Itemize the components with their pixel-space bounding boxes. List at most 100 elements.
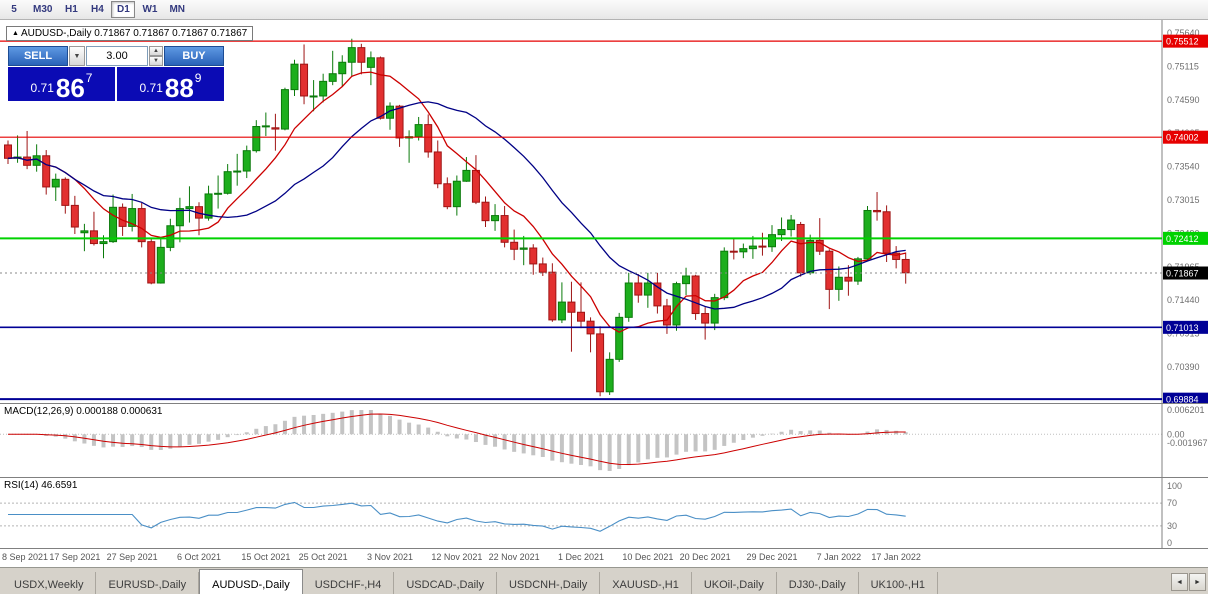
svg-text:0.75640: 0.75640 (1167, 28, 1200, 38)
timeframe-button-w1[interactable]: W1 (137, 1, 162, 18)
chart-tab-dj30-daily[interactable]: DJ30-,Daily (777, 572, 859, 594)
sell-price-prefix: 0.71 (30, 81, 54, 95)
sell-button[interactable]: SELL (8, 46, 68, 66)
svg-text:0.73015: 0.73015 (1167, 195, 1200, 205)
timeframe-button-m30[interactable]: M30 (28, 1, 57, 18)
chart-tab-audusd-daily[interactable]: AUDUSD-,Daily (199, 569, 303, 594)
svg-text:0.69884: 0.69884 (1166, 395, 1199, 403)
svg-text:0.75512: 0.75512 (1166, 37, 1199, 47)
timeframe-toolbar: 5 M30 H1 H4 D1 W1 MN (0, 0, 1208, 20)
svg-text:0.71867: 0.71867 (1166, 269, 1199, 279)
chart-tab-usdchf-h4[interactable]: USDCHF-,H4 (303, 572, 395, 594)
date-label: 7 Jan 2022 (816, 552, 862, 562)
svg-text:0.74590: 0.74590 (1167, 95, 1200, 105)
svg-text:0.71440: 0.71440 (1167, 295, 1200, 305)
sell-price-button[interactable]: 0.71 86 7 (8, 67, 115, 101)
date-label: 10 Dec 2021 (622, 552, 674, 562)
price-axis-ticks: 0.756400.751150.745900.740650.735400.730… (1167, 28, 1200, 403)
rsi-line (8, 501, 906, 532)
date-label: 15 Oct 2021 (241, 552, 291, 562)
tab-scroll-right-button[interactable]: ► (1189, 573, 1206, 591)
tab-scroll-left-button[interactable]: ◄ (1171, 573, 1188, 591)
date-label: 17 Jan 2022 (871, 552, 921, 562)
chart-tab-uk100-h1[interactable]: UK100-,H1 (859, 572, 939, 594)
time-axis[interactable]: 8 Sep 2021 17 Sep 2021 27 Sep 2021 6 Oct 20… (0, 549, 1208, 567)
moving-average-20 (7, 101, 906, 310)
price-badge (1163, 320, 1208, 334)
price-badge (1163, 231, 1208, 245)
lot-spinner: ▲ ▼ (149, 46, 163, 66)
rsi-indicator-panel: 100 70 30 0 RSI(14) 46.6591 (0, 478, 1208, 549)
chart-marker-icon: ▲ (12, 30, 19, 37)
chart-tab-usdcad-daily[interactable]: USDCAD-,Daily (394, 572, 497, 594)
svg-text:100: 100 (1167, 481, 1182, 491)
spin-up-icon: ▲ (153, 48, 159, 54)
svg-text:0: 0 (1167, 538, 1172, 548)
price-badge (1163, 34, 1208, 48)
svg-text:-0.001967: -0.001967 (1167, 438, 1208, 448)
date-label: 27 Sep 2021 (106, 552, 158, 562)
macd-label: MACD(12,26,9) 0.000188 0.000631 (4, 406, 163, 417)
date-label: 1 Dec 2021 (557, 552, 605, 562)
svg-text:0.71013: 0.71013 (1166, 323, 1199, 333)
chart-title-text: AUDUSD-,Daily 0.71867 0.71867 0.71867 0.… (20, 28, 248, 39)
buy-price-prefix: 0.71 (139, 81, 163, 95)
timeframe-button-mn[interactable]: MN (164, 1, 190, 18)
buy-button[interactable]: BUY (164, 46, 224, 66)
chart-tab-ukoil-daily[interactable]: UKOil-,Daily (692, 572, 777, 594)
date-label: 22 Nov 2021 (488, 552, 540, 562)
date-label: 20 Dec 2021 (679, 552, 731, 562)
arrow-left-icon: ◄ (1176, 578, 1183, 586)
svg-text:0.72412: 0.72412 (1166, 234, 1199, 244)
sell-price-big-digits: 86 (55, 73, 85, 103)
timeframe-button-d1[interactable]: D1 (111, 1, 136, 18)
macd-chart[interactable]: 0.006201 0.00-0.001967 (0, 404, 1208, 477)
svg-text:0.006201: 0.006201 (1167, 405, 1205, 415)
svg-text:70: 70 (1167, 498, 1177, 508)
price-badge (1163, 130, 1208, 144)
lot-dropdown-button[interactable]: ▼ (69, 46, 85, 66)
lot-increase-button[interactable]: ▲ (149, 46, 163, 56)
price-badge (1163, 266, 1208, 280)
timeframe-button-h1[interactable]: H1 (59, 1, 83, 18)
svg-text:0.74002: 0.74002 (1166, 133, 1199, 143)
macd-indicator-panel: 0.006201 0.00 -0.001967 MACD(12,26,9) 0.00… (0, 404, 1208, 478)
timeframe-button-h4[interactable]: H4 (85, 1, 109, 18)
svg-text:0.73540: 0.73540 (1167, 162, 1200, 172)
date-label: 12 Nov 2021 (431, 552, 483, 562)
main-chart[interactable]: 0.756400.751150.745900.740650.735400.730… (0, 20, 1208, 403)
lot-decrease-button[interactable]: ▼ (149, 56, 163, 66)
chart-tab-bar: USDX,Weekly EURUSD-,Daily AUDUSD-,Daily USD… (0, 567, 1208, 594)
date-label: 8 Sep 2021 (2, 552, 49, 562)
date-label: 29 Dec 2021 (746, 552, 798, 562)
price-badge (1163, 392, 1208, 403)
moving-average-8 (7, 71, 906, 333)
chart-tab-usdx-weekly[interactable]: USDX,Weekly (2, 572, 97, 594)
svg-text:30: 30 (1167, 521, 1177, 531)
svg-text:0.70390: 0.70390 (1167, 362, 1200, 372)
date-label: 17 Sep 2021 (49, 552, 101, 562)
date-label: 3 Nov 2021 (366, 552, 414, 562)
rsi-chart[interactable]: 100 70 30 0 (0, 478, 1208, 548)
macd-histogram (15, 410, 908, 471)
chart-tab-usdcnh-daily[interactable]: USDCNH-,Daily (497, 572, 601, 594)
sell-price-pipette: 7 (85, 71, 93, 85)
lot-size-input[interactable] (86, 46, 148, 66)
svg-text:0.75115: 0.75115 (1167, 61, 1199, 71)
svg-text:0.00: 0.00 (1167, 429, 1185, 439)
spin-down-icon: ▼ (153, 58, 159, 64)
chart-title: ▲ AUDUSD-,Daily 0.71867 0.71867 0.71867 0… (6, 26, 254, 41)
chart-tab-eurusd-daily[interactable]: EURUSD-,Daily (96, 572, 200, 594)
one-click-trading-panel: SELL ▼ ▲ ▼ BUY 0.71 86 7 0.71 88 9 (8, 46, 224, 101)
main-chart-panel: 0.756400.751150.745900.740650.735400.730… (0, 20, 1208, 404)
timeframe-button-5[interactable]: 5 (2, 1, 26, 18)
chart-tab-xauusd-h1[interactable]: XAUUSD-,H1 (600, 572, 692, 594)
rsi-label: RSI(14) 46.6591 (4, 480, 78, 491)
tab-scroll-arrows: ◄ ► (1171, 573, 1206, 591)
macd-signal-line (8, 413, 906, 466)
buy-price-button[interactable]: 0.71 88 9 (117, 67, 224, 101)
buy-price-big-digits: 88 (164, 73, 194, 103)
chevron-down-icon: ▼ (73, 52, 81, 60)
buy-price-pipette: 9 (194, 71, 202, 85)
